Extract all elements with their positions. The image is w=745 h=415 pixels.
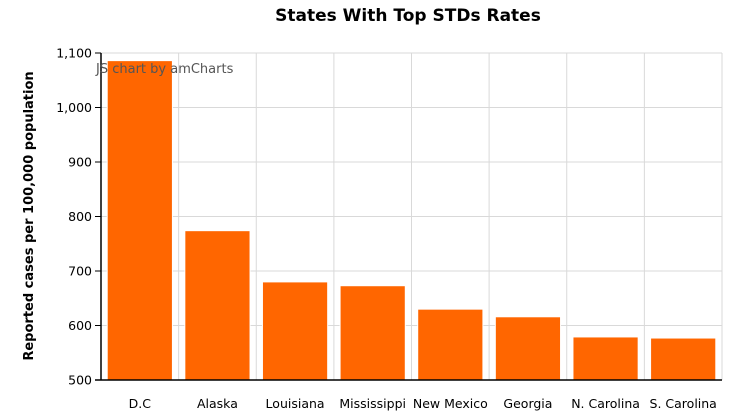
- bar-5[interactable]: [494, 316, 562, 381]
- bar-3[interactable]: [339, 285, 406, 381]
- x-tick-label: S. Carolina: [650, 396, 717, 411]
- x-tick-label: D.C: [129, 396, 152, 411]
- x-tick-label: Louisiana: [266, 396, 325, 411]
- bar-0[interactable]: [106, 60, 173, 381]
- y-tick-label: 900: [68, 155, 92, 170]
- x-tick-label: Mississippi: [339, 396, 406, 411]
- y-tick-label: 1,000: [56, 100, 92, 115]
- x-tick-label: New Mexico: [413, 396, 488, 411]
- y-tick-label: 1,100: [56, 46, 92, 61]
- x-tick-label: N. Carolina: [571, 396, 640, 411]
- y-tick-label: 600: [68, 318, 92, 333]
- y-tick-label: 500: [68, 373, 92, 388]
- bar-2[interactable]: [261, 281, 329, 381]
- bars: [106, 60, 717, 381]
- y-tick-labels: 500 600 700 800 900 1,000 1,100: [56, 46, 92, 388]
- grid: [101, 52, 723, 381]
- x-tick-label: Georgia: [503, 396, 552, 411]
- x-tick-labels: D.C Alaska Louisiana Mississippi New Mexico G…: [129, 396, 717, 411]
- bar-6[interactable]: [572, 336, 639, 381]
- bar-1[interactable]: [184, 230, 251, 381]
- bar-7[interactable]: [650, 337, 717, 381]
- y-tick-label: 700: [68, 264, 92, 279]
- axes: [95, 52, 722, 381]
- y-tick-label: 800: [68, 209, 92, 224]
- bar-4[interactable]: [417, 308, 484, 381]
- y-axis-label: Reported cases per 100,000 population: [22, 71, 37, 360]
- x-tick-label: Alaska: [197, 396, 238, 411]
- chart-credit[interactable]: JS chart by amCharts: [95, 62, 234, 77]
- chart-title: States With Top STDs Rates: [275, 6, 541, 26]
